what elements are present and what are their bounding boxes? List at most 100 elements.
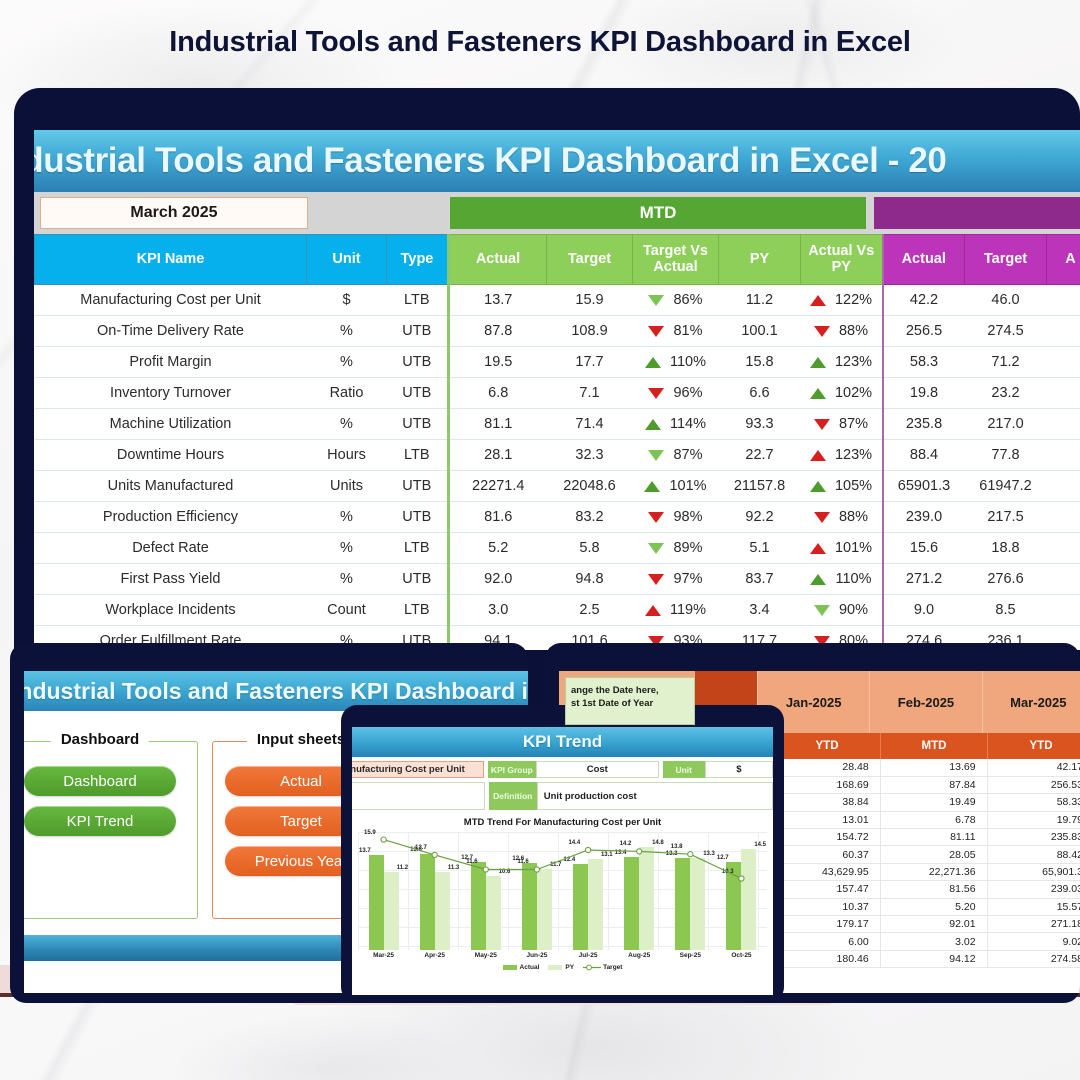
cell-type: LTB [386, 439, 449, 471]
cell-mtd-actual: 3.0 [447, 594, 547, 626]
triangle-down-icon [648, 325, 665, 337]
triangle-up-icon [809, 449, 826, 461]
kpi-trend-controls-row-2: Definition Unit production cost [352, 778, 773, 810]
col-ytd-target[interactable]: Target [964, 234, 1047, 285]
cell-ytd-actual: 239.0 [881, 501, 965, 533]
col-actual-vs-py[interactable]: Actual Vs PY [800, 234, 883, 285]
triangle-down-icon [813, 418, 830, 430]
cell-target-vs-actual: 119% [632, 594, 719, 626]
cell-mtd-actual: 5.2 [447, 532, 547, 564]
cell-kpi-name: Manufacturing Cost per Unit [34, 284, 307, 316]
cell-type: UTB [386, 563, 449, 595]
table-row: First Pass Yield% UTB 92.0 94.8 97% 83.7 110% 2… [34, 563, 1080, 595]
table-row: Production Efficiency% UTB 81.6 83.2 98% 92.2… [34, 501, 1080, 533]
bar-py [383, 872, 399, 950]
right-cell: 10.37 [772, 898, 881, 917]
cell-type: LTB [386, 594, 449, 626]
input-sheets-group-label: Input sheets [246, 731, 356, 748]
bar-py [588, 859, 604, 950]
right-cell: 180.46 [772, 950, 881, 969]
triangle-up-icon [809, 356, 826, 368]
cell-mtd-target: 32.3 [546, 439, 633, 471]
col-ytd-cutoff[interactable]: A [1046, 234, 1080, 285]
cell-mtd-py: 100.1 [718, 315, 801, 347]
table-row: Defect Rate% LTB 5.2 5.8 89% 5.1 101% 15.6 18.8 [34, 532, 1080, 564]
col-mtd-py[interactable]: PY [718, 234, 801, 285]
cell-mtd-actual: 13.7 [447, 284, 547, 316]
dashboard-group: Dashboard Dashboard KPI Trend [24, 731, 198, 919]
bar-label-py: 11.3 [447, 864, 460, 871]
cell-ytd-target: 61947.2 [964, 470, 1047, 502]
bar-label-actual: 13.7 [359, 847, 371, 854]
col-ytd-actual[interactable]: Actual [881, 234, 965, 285]
right-cell: 28.05 [879, 845, 988, 864]
right-cell: 256.53 [986, 776, 1080, 795]
right-month-header: ange the Date here, st 1st Date of Year … [559, 671, 1080, 733]
triangle-down-icon [813, 511, 830, 523]
right-cell: 274.58 [986, 950, 1080, 969]
cell-actual-vs-py: 88% [800, 501, 883, 533]
bar-label-py: 11.7 [550, 861, 562, 868]
right-cell: 42.17 [986, 759, 1080, 777]
kpi-name-blank-field[interactable] [352, 782, 485, 810]
bar-label-actual: 12.7 [461, 854, 473, 861]
cell-kpi-name: Production Efficiency [34, 501, 307, 533]
cell-kpi-name: Workplace Incidents [34, 594, 307, 626]
col-kpi-name[interactable]: KPI Name [34, 234, 307, 285]
cell-mtd-actual: 81.1 [447, 408, 547, 440]
col-type[interactable]: Type [386, 234, 449, 285]
right-cell: 88.42 [986, 845, 1080, 864]
chart-bar-group: 13.7 11.2 15.9 [358, 830, 409, 950]
bar-label-actual: 13.4 [614, 850, 627, 856]
cell-unit: % [306, 563, 387, 595]
bar-py [485, 876, 501, 950]
kpi-group-value[interactable]: Cost [535, 761, 659, 778]
nav-button-kpi-trend[interactable]: KPI Trend [24, 806, 176, 836]
date-selector[interactable]: March 2025 [40, 197, 308, 229]
cell-actual-vs-py: 123% [800, 346, 883, 378]
cell-target-vs-actual: 96% [632, 377, 719, 409]
right-cell: 5.20 [879, 898, 988, 917]
right-cell: 13.01 [772, 811, 881, 830]
unit-value[interactable]: $ [704, 761, 773, 778]
right-subheader-4: YTD [987, 733, 1080, 759]
col-mtd-target[interactable]: Target [546, 234, 633, 285]
triangle-down-icon [648, 542, 665, 554]
cell-kpi-name: First Pass Yield [34, 563, 307, 595]
right-cell: 179.17 [772, 915, 881, 934]
cell-ytd-cutoff [1046, 377, 1080, 409]
col-target-vs-actual[interactable]: Target Vs Actual [632, 234, 719, 285]
variance-value: 96% [673, 385, 703, 401]
cell-mtd-actual: 19.5 [447, 346, 547, 378]
cell-kpi-name: Defect Rate [34, 532, 307, 564]
cell-ytd-actual: 42.2 [881, 284, 965, 316]
cell-mtd-actual: 6.8 [447, 377, 547, 409]
right-cell: 60.37 [772, 845, 881, 864]
bar-py [690, 857, 706, 950]
cell-ytd-cutoff [1046, 532, 1080, 564]
col-mtd-actual[interactable]: Actual [447, 234, 547, 285]
x-tick-label: Jun-25 [526, 952, 548, 959]
cell-target-vs-actual: 89% [632, 532, 719, 564]
cell-target-vs-actual: 97% [632, 563, 719, 595]
triangle-up-icon [809, 387, 826, 399]
excel-dashboard-screen: Industrial Tools and Fasteners KPI Dashb… [34, 130, 1080, 650]
cell-type: UTB [386, 408, 449, 440]
cell-unit: % [306, 315, 387, 347]
legend-item: PY [548, 964, 574, 971]
kpi-name-field[interactable]: anufacturing Cost per Unit [352, 761, 484, 778]
variance-value: 110% [669, 354, 706, 370]
chart-bar-group: 12.7 10.6 11.6 [460, 832, 511, 950]
dashboard-group-label: Dashboard [50, 731, 150, 748]
table-row: Units Manufactured Units UTB 22271.4 22048.6… [34, 470, 1080, 502]
month-mar: Mar-2025 [981, 671, 1080, 733]
cell-type: UTB [386, 501, 449, 533]
date-note-callout: ange the Date here, st 1st Date of Year [565, 677, 695, 725]
cell-target-vs-actual: 114% [632, 408, 719, 440]
variance-value: 90% [838, 602, 869, 618]
cell-unit: Hours [306, 439, 387, 471]
nav-button-dashboard[interactable]: Dashboard [24, 766, 176, 796]
cell-ytd-actual: 256.5 [881, 315, 965, 347]
x-tick-label: Apr-25 [424, 952, 445, 959]
col-unit[interactable]: Unit [306, 234, 387, 285]
